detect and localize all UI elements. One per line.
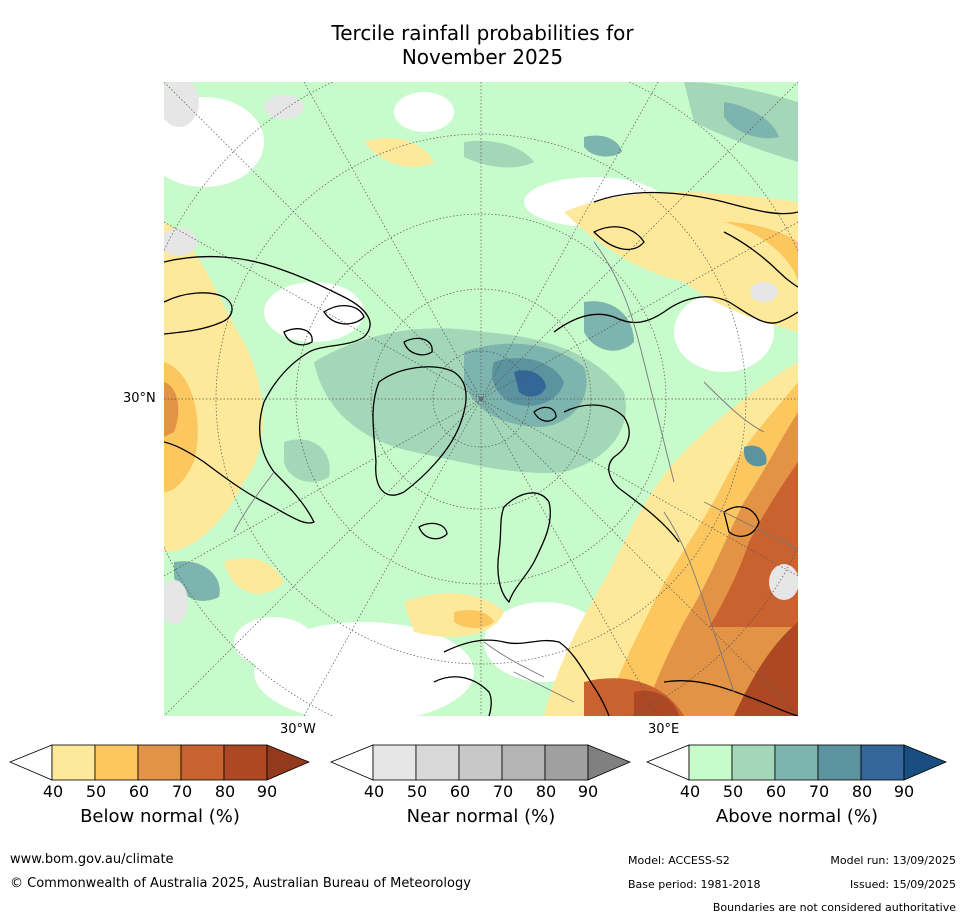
map-title-line-1: Tercile rainfall probabilities for — [331, 21, 634, 45]
below-normal-regions — [164, 138, 798, 716]
colorbar-above-title: Above normal (%) — [715, 806, 879, 827]
tick-label: 60 — [128, 782, 150, 801]
near-normal-patches — [164, 82, 798, 624]
copyright-text: © Commonwealth of Australia 2025, Austra… — [10, 876, 471, 891]
tick-label: 80 — [214, 782, 236, 801]
graticule — [164, 82, 798, 716]
colorbar-near-normal — [329, 744, 632, 786]
tick-label: 50 — [406, 782, 428, 801]
tick-label: 60 — [449, 782, 471, 801]
lon-label-30e: 30°E — [648, 722, 680, 737]
lat-label-30n: 30°N — [123, 391, 156, 406]
model-run-date: Model run: 13/09/2025 — [830, 854, 956, 867]
tick-label: 40 — [363, 782, 385, 801]
tick-label: 70 — [808, 782, 830, 801]
colorbar-above-normal — [645, 744, 948, 786]
lon-label-30w: 30°W — [280, 722, 316, 737]
colorbar-near-title: Near normal (%) — [406, 806, 556, 827]
country-boundaries — [233, 241, 798, 703]
boundaries-disclaimer: Boundaries are not considered authoritat… — [712, 901, 956, 914]
map-svg — [164, 82, 798, 716]
map-title-line-2: November 2025 — [401, 45, 564, 69]
tick-label: 50 — [722, 782, 744, 801]
tick-label: 90 — [577, 782, 599, 801]
tick-label: 70 — [492, 782, 514, 801]
tick-label: 40 — [679, 782, 701, 801]
base-period: Base period: 1981-2018 — [628, 878, 761, 891]
model-name: Model: ACCESS-S2 — [628, 854, 730, 867]
tick-label: 70 — [171, 782, 193, 801]
tick-label: 90 — [256, 782, 278, 801]
tick-label: 80 — [851, 782, 873, 801]
tick-label: 80 — [535, 782, 557, 801]
coastlines — [164, 191, 798, 716]
rainfall-probability-map — [164, 82, 798, 716]
colorbar-near-swatches — [329, 744, 632, 781]
colorbar-above-swatches — [645, 744, 948, 781]
above-normal-regions — [174, 82, 798, 601]
colorbar-below-swatches — [8, 744, 311, 781]
tick-label: 50 — [85, 782, 107, 801]
issued-date: Issued: 15/09/2025 — [849, 878, 956, 891]
colorbar-below-title: Below normal (%) — [80, 806, 240, 827]
tick-label: 60 — [765, 782, 787, 801]
tick-label: 90 — [893, 782, 915, 801]
tick-label: 40 — [42, 782, 64, 801]
bom-website-link[interactable]: www.bom.gov.au/climate — [10, 852, 174, 867]
colorbar-below-normal — [8, 744, 311, 786]
